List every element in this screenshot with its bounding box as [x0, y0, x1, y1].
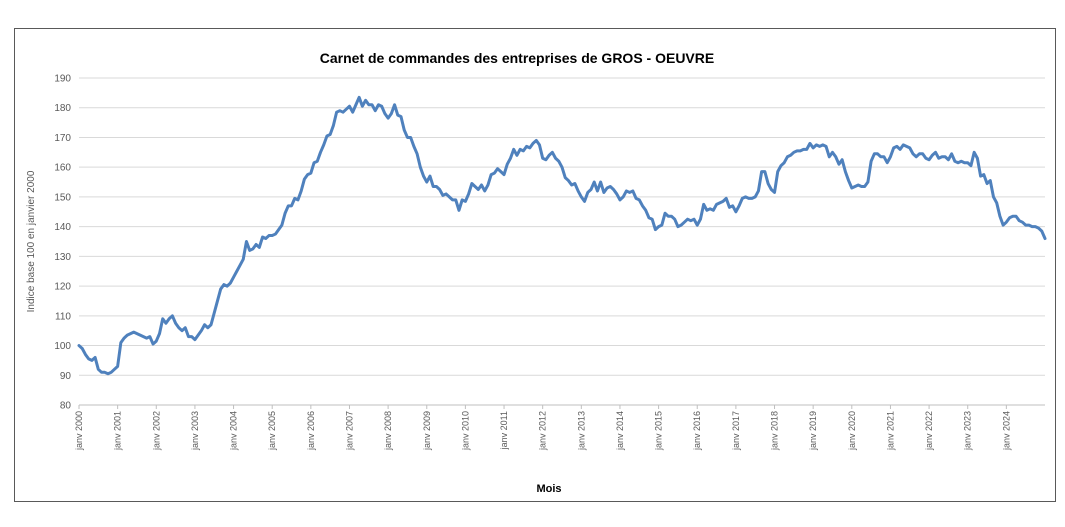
x-tick-label: janv 2011 — [499, 411, 509, 450]
series-layer — [77, 95, 1047, 376]
x-tick-label: janv 2018 — [770, 411, 780, 451]
y-tick-label: 180 — [54, 103, 71, 114]
x-tick-label: janv 2014 — [615, 411, 625, 451]
x-tick-label: janv 2016 — [692, 411, 702, 451]
grid-lines — [79, 77, 1045, 406]
y-tick-label: 160 — [54, 163, 71, 174]
y-tick-label: 120 — [54, 282, 71, 293]
x-tick-label: janv 2005 — [267, 411, 277, 451]
x-tick-label: janv 2015 — [654, 411, 664, 451]
y-tick-label: 110 — [55, 311, 71, 322]
y-tick-label: 190 — [54, 74, 71, 85]
x-tick-label: janv 2022 — [924, 411, 934, 451]
x-tick-label: janv 2002 — [151, 411, 161, 451]
x-tick-label: janv 2009 — [422, 411, 432, 451]
y-tick-label: 90 — [60, 371, 72, 382]
y-axis-ticks: 80 90 100 110 120 130 140 150 160 170 180 190 — [54, 74, 71, 412]
x-tick-label: janv 2008 — [383, 411, 393, 451]
chart-title: Carnet de commandes des entreprises de G… — [320, 50, 714, 66]
x-tick-label: janv 2019 — [808, 411, 818, 451]
y-tick-label: 130 — [54, 252, 71, 263]
y-tick-label: 140 — [54, 222, 71, 233]
x-tick-label: janv 2000 — [74, 411, 84, 451]
x-axis-ticks: janv 2000 janv 2001 janv 2002 janv 2003 janv… — [74, 405, 1011, 451]
chart-frame: Carnet de commandes des entreprises de G… — [14, 28, 1056, 502]
y-tick-label: 150 — [54, 192, 71, 203]
x-tick-label: janv 2010 — [460, 411, 470, 451]
y-tick-label: 170 — [54, 133, 71, 144]
x-tick-label: janv 2013 — [576, 411, 586, 451]
y-axis-title: Indice base 100 en janvier 2000 — [26, 170, 37, 312]
x-tick-label: janv 2023 — [963, 411, 973, 451]
x-tick-label: janv 2017 — [731, 411, 741, 451]
x-tick-label: janv 2006 — [306, 411, 316, 451]
x-tick-label: janv 2003 — [190, 411, 200, 451]
x-tick-label: janv 2020 — [847, 411, 857, 451]
x-tick-label: janv 2021 — [885, 411, 895, 451]
x-tick-label: janv 2007 — [344, 411, 354, 451]
x-tick-label: janv 2012 — [538, 411, 548, 451]
series-line — [77, 95, 1047, 376]
x-tick-label: janv 2001 — [113, 411, 123, 451]
y-tick-label: 100 — [54, 341, 71, 352]
y-tick-label: 80 — [60, 401, 72, 412]
line-chart: Carnet de commandes des entreprises de G… — [26, 50, 1047, 495]
x-tick-label: janv 2024 — [1001, 411, 1011, 451]
x-axis-title: Mois — [536, 483, 561, 495]
x-tick-label: janv 2004 — [229, 411, 239, 451]
